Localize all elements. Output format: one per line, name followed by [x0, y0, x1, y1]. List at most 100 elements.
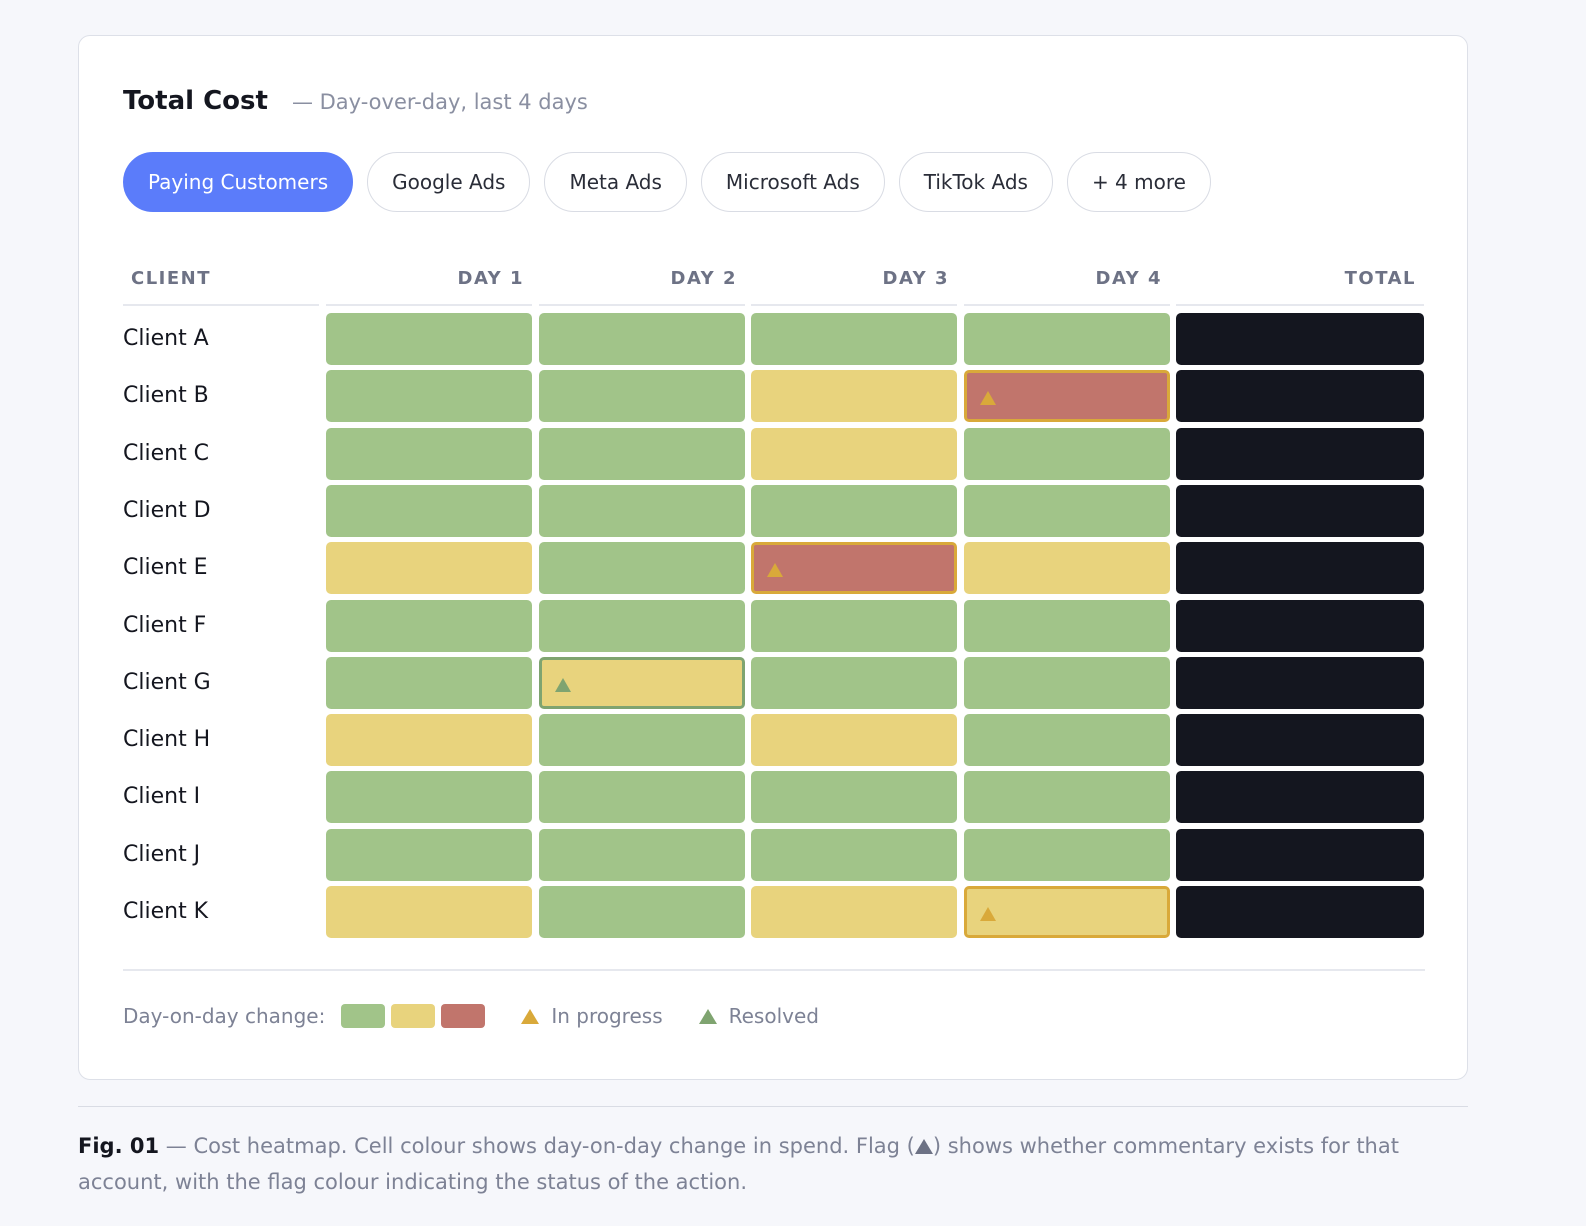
- heatmap-cell[interactable]: [751, 313, 957, 365]
- heatmap-cell[interactable]: [539, 313, 745, 365]
- heatmap-cell[interactable]: [751, 370, 957, 422]
- row-label: Client H: [123, 727, 211, 752]
- total-cell: [1176, 370, 1424, 422]
- heatmap-cell[interactable]: [326, 657, 532, 709]
- heatmap-cell[interactable]: [539, 542, 745, 594]
- row-label: Client K: [123, 899, 209, 924]
- column-header-day-4: DAY 4: [1095, 268, 1162, 289]
- heatmap-cell[interactable]: [751, 714, 957, 766]
- chart-subtitle: — Day-over-day, last 4 days: [291, 90, 588, 114]
- heatmap-cell[interactable]: [964, 370, 1170, 422]
- resolved-flag-icon[interactable]: [555, 678, 571, 692]
- header-underline: [751, 304, 957, 306]
- heatmap-cell[interactable]: [326, 542, 532, 594]
- heatmap-cell[interactable]: [964, 714, 1170, 766]
- heatmap-cell[interactable]: [964, 485, 1170, 537]
- legend-in-progress: In progress: [551, 1004, 663, 1028]
- in-progress-flag-icon[interactable]: [767, 563, 783, 577]
- total-cell: [1176, 600, 1424, 652]
- heatmap-cell[interactable]: [751, 886, 957, 938]
- caption-text-after: ) shows whether commentary exists for th…: [78, 1134, 1399, 1194]
- in-progress-flag-icon[interactable]: [980, 391, 996, 405]
- heatmap-cell[interactable]: [326, 370, 532, 422]
- column-header-total: TOTAL: [1344, 268, 1416, 289]
- row-label: Client C: [123, 441, 210, 466]
- legend: Day-on-day change: In progress Resolved: [123, 1001, 819, 1031]
- heatmap-cell[interactable]: [539, 657, 745, 709]
- row-label: Client A: [123, 326, 209, 351]
- heatmap-cell[interactable]: [751, 485, 957, 537]
- heatmap-cell[interactable]: [326, 714, 532, 766]
- heatmap-cell[interactable]: [964, 600, 1170, 652]
- heatmap-cell[interactable]: [539, 829, 745, 881]
- heatmap-card: Total Cost — Day-over-day, last 4 days P…: [78, 35, 1468, 1080]
- heatmap-cell[interactable]: [539, 771, 745, 823]
- legend-swatch-red: [441, 1004, 486, 1028]
- heatmap-cell[interactable]: [539, 370, 745, 422]
- heatmap-cell[interactable]: [964, 771, 1170, 823]
- heatmap-cell[interactable]: [751, 829, 957, 881]
- heatmap-cell[interactable]: [326, 313, 532, 365]
- heatmap-cell[interactable]: [326, 485, 532, 537]
- total-cell: [1176, 886, 1424, 938]
- legend-resolved: Resolved: [728, 1004, 819, 1028]
- row-label: Client E: [123, 555, 208, 580]
- heatmap-cell[interactable]: [539, 886, 745, 938]
- caption-label: Fig. 01: [78, 1134, 160, 1158]
- heatmap-cell[interactable]: [751, 771, 957, 823]
- heatmap-cell[interactable]: [751, 600, 957, 652]
- in-progress-flag-icon: [521, 1008, 540, 1024]
- heatmap-cell[interactable]: [751, 428, 957, 480]
- header-underline: [539, 304, 745, 306]
- legend-swatch-green: [341, 1004, 386, 1028]
- row-label: Client G: [123, 670, 211, 695]
- heatmap-cell[interactable]: [539, 714, 745, 766]
- header-underline: [1176, 304, 1424, 306]
- heatmap-cell[interactable]: [964, 886, 1170, 938]
- heatmap-cell[interactable]: [964, 313, 1170, 365]
- column-header-day-3: DAY 3: [882, 268, 949, 289]
- filter-chip-tiktok-ads[interactable]: TikTok Ads: [898, 152, 1053, 212]
- column-header-day-1: DAY 1: [457, 268, 524, 289]
- filter-chip-paying-customers[interactable]: Paying Customers: [123, 152, 354, 212]
- title-row: Total Cost — Day-over-day, last 4 days: [123, 86, 588, 116]
- row-label: Client D: [123, 498, 211, 523]
- total-cell: [1176, 714, 1424, 766]
- heatmap-cell[interactable]: [964, 542, 1170, 594]
- heatmap-cell[interactable]: [539, 428, 745, 480]
- legend-divider: [123, 969, 1425, 971]
- filter-chip-meta-ads[interactable]: Meta Ads: [544, 152, 687, 212]
- resolved-flag-icon: [698, 1008, 717, 1024]
- header-underline: [326, 304, 532, 306]
- heatmap-cell[interactable]: [964, 829, 1170, 881]
- caption-divider: [78, 1106, 1468, 1107]
- header-underline: [964, 304, 1170, 306]
- legend-swatches: [341, 1004, 491, 1028]
- in-progress-flag-icon[interactable]: [980, 907, 996, 921]
- caption-text-before: — Cost heatmap. Cell colour shows day-on…: [159, 1134, 915, 1158]
- heatmap-cell[interactable]: [751, 542, 957, 594]
- heatmap-cell[interactable]: [964, 428, 1170, 480]
- heatmap-cell[interactable]: [326, 600, 532, 652]
- filter-chip-microsoft-ads[interactable]: Microsoft Ads: [700, 152, 885, 212]
- total-cell: [1176, 829, 1424, 881]
- chart-title: Total Cost: [123, 86, 268, 116]
- legend-swatch-yellow: [391, 1004, 436, 1028]
- row-label: Client I: [123, 784, 201, 809]
- column-header-client: CLIENT: [131, 268, 212, 289]
- total-cell: [1176, 771, 1424, 823]
- filter-chip-4-more[interactable]: + 4 more: [1066, 152, 1211, 212]
- heatmap-cell[interactable]: [326, 428, 532, 480]
- legend-label: Day-on-day change:: [123, 1004, 326, 1028]
- heatmap-cell[interactable]: [964, 657, 1170, 709]
- total-cell: [1176, 485, 1424, 537]
- heatmap-cell[interactable]: [326, 886, 532, 938]
- heatmap-cell[interactable]: [326, 829, 532, 881]
- heatmap-cell[interactable]: [751, 657, 957, 709]
- heatmap-cell[interactable]: [539, 600, 745, 652]
- column-header-day-2: DAY 2: [670, 268, 737, 289]
- filter-chip-google-ads[interactable]: Google Ads: [367, 152, 531, 212]
- row-label: Client F: [123, 613, 207, 638]
- heatmap-cell[interactable]: [539, 485, 745, 537]
- heatmap-cell[interactable]: [326, 771, 532, 823]
